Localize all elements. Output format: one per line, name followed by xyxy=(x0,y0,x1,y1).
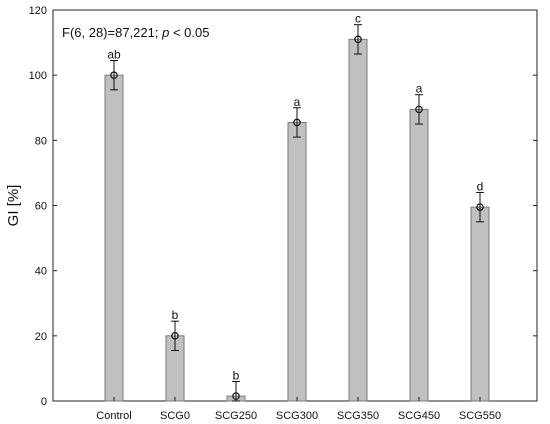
y-tick-label: 20 xyxy=(35,331,47,343)
x-tick-label: Control xyxy=(96,410,131,422)
x-tick-label: SCG0 xyxy=(160,410,190,422)
bar-control xyxy=(104,74,124,402)
bar-scg300 xyxy=(287,121,307,402)
annotation-prefix: F(6, 28)=87,221; xyxy=(62,25,162,40)
significance-letter: d xyxy=(477,179,484,193)
mean-marker-scg450 xyxy=(415,105,423,114)
y-tick-label: 0 xyxy=(41,396,47,408)
significance-letter: b xyxy=(233,368,240,382)
y-tick-label: 100 xyxy=(29,70,47,82)
f-statistic-annotation: F(6, 28)=87,221; p < 0.05 xyxy=(62,25,209,40)
significance-letter: a xyxy=(294,95,301,109)
mean-marker-control xyxy=(110,71,118,79)
mean-marker-scg350 xyxy=(354,35,362,44)
annotation-suffix: < 0.05 xyxy=(169,25,209,40)
significance-letter: a xyxy=(416,82,423,96)
annotation-p-symbol: p xyxy=(161,25,169,40)
x-tick-label: SCG450 xyxy=(398,410,440,422)
bar-scg350 xyxy=(348,38,368,402)
mean-marker-scg0 xyxy=(171,332,179,340)
mean-marker-scg300 xyxy=(293,118,301,127)
x-tick-label: SCG550 xyxy=(459,410,501,422)
x-tick-label: SCG250 xyxy=(215,410,257,422)
y-tick-label: 80 xyxy=(35,135,47,147)
bar-scg450 xyxy=(409,108,429,402)
y-axis-title: GI [%] xyxy=(5,185,22,227)
significance-letter: c xyxy=(355,12,361,26)
x-tick-label: SCG300 xyxy=(276,410,318,422)
y-tick-label: 120 xyxy=(29,5,47,17)
significance-letter: b xyxy=(172,308,179,322)
significance-letter: ab xyxy=(107,48,121,62)
y-tick-label: 40 xyxy=(35,266,47,278)
x-tick-label: SCG350 xyxy=(337,410,379,422)
y-tick-label: 60 xyxy=(35,201,47,213)
bar-scg550 xyxy=(470,206,490,402)
mean-marker-scg550 xyxy=(476,203,484,211)
